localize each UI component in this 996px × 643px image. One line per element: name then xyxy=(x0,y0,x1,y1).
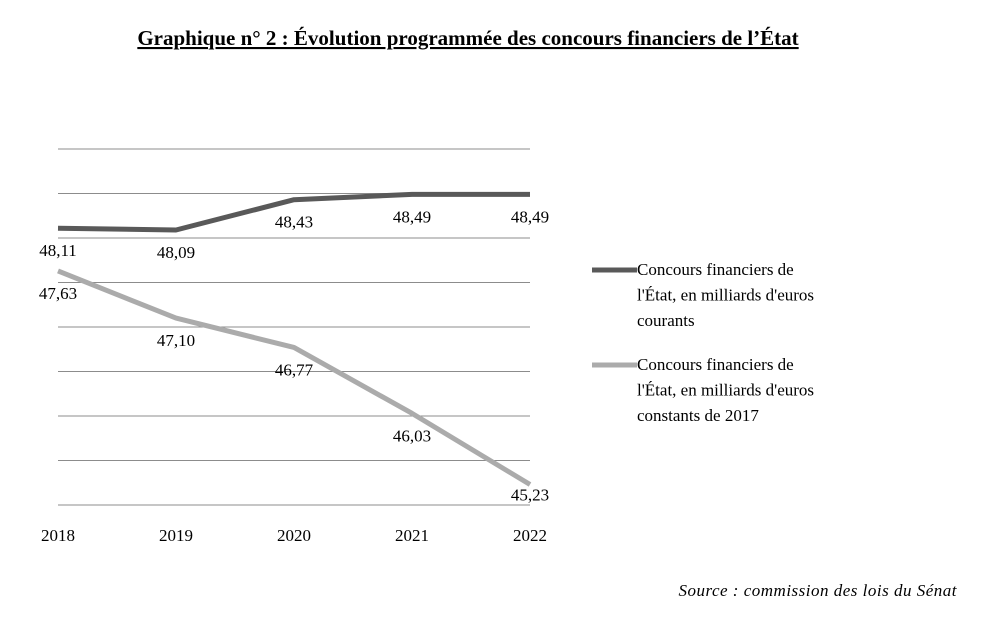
series-line-1 xyxy=(57,191,530,233)
data-label: 48,49 xyxy=(511,207,549,226)
legend-label: l'État, en milliards d'euros xyxy=(637,381,814,400)
data-label: 45,23 xyxy=(511,486,549,505)
source-note: Source : commission des lois du Sénat xyxy=(678,581,957,600)
x-tick-label: 2020 xyxy=(277,526,311,545)
data-label: 47,63 xyxy=(39,284,77,303)
data-label: 48,43 xyxy=(275,213,313,232)
legend-label: courants xyxy=(637,311,695,330)
legend-label: l'État, en milliards d'euros xyxy=(637,286,814,305)
x-tick-label: 2019 xyxy=(159,526,193,545)
x-tick-label: 2022 xyxy=(513,526,547,545)
chart-title: Graphique n° 2 : Évolution programmée de… xyxy=(137,26,798,50)
data-label: 48,09 xyxy=(157,243,195,262)
data-label: 48,49 xyxy=(393,207,431,226)
data-label: 46,77 xyxy=(275,360,314,379)
legend-label: Concours financiers de xyxy=(637,260,794,279)
x-tick-label: 2021 xyxy=(395,526,429,545)
data-label: 46,03 xyxy=(393,426,431,445)
legend-label: constants de 2017 xyxy=(637,406,759,425)
legend-label: Concours financiers de xyxy=(637,355,794,374)
data-label: 48,11 xyxy=(39,241,77,260)
data-label: 47,10 xyxy=(157,331,195,350)
series-line-2 xyxy=(57,268,532,487)
x-tick-label: 2018 xyxy=(41,526,75,545)
